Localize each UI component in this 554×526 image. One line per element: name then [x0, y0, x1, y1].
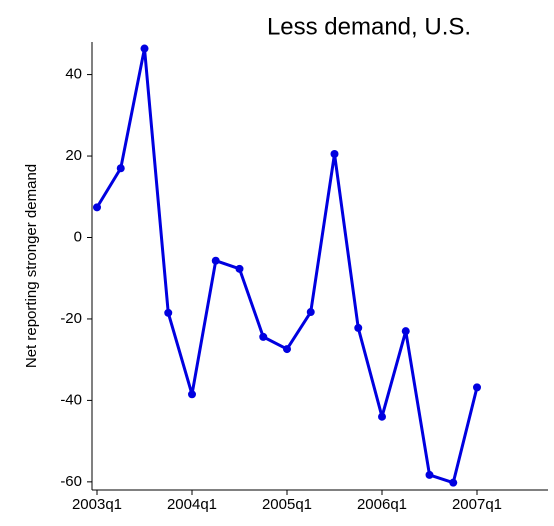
y-axis-label: Net reporting stronger demand	[23, 164, 40, 368]
point	[140, 44, 149, 53]
point	[401, 327, 410, 336]
x-tick-label: 2003q1	[72, 496, 122, 513]
point	[378, 412, 386, 421]
point	[259, 332, 268, 341]
point	[354, 323, 363, 332]
y-tick-label: -40	[60, 391, 82, 408]
y-tick-label: 20	[65, 147, 82, 164]
point	[425, 470, 434, 479]
point	[116, 164, 125, 173]
x-tick-label: 2004q1	[167, 496, 217, 513]
point	[306, 308, 315, 317]
point	[473, 383, 481, 392]
y-tick-label: -60	[60, 473, 82, 490]
y-tick-label: 40	[65, 66, 82, 83]
point	[164, 308, 173, 317]
line	[95, 47, 479, 485]
point	[211, 256, 220, 265]
x-tick-label: 2007q1	[452, 496, 502, 513]
x-tick-label: 2005q1	[262, 496, 312, 513]
point	[449, 478, 458, 487]
point	[188, 390, 196, 399]
point	[235, 264, 244, 273]
y-tick-label: -20	[60, 310, 82, 327]
point	[283, 345, 291, 354]
chart-title: Less demand, U.S.	[267, 13, 471, 40]
y-tick-label: 0	[74, 228, 82, 245]
point	[330, 150, 339, 158]
x-tick-label: 2006q1	[357, 496, 407, 513]
point	[93, 203, 101, 212]
